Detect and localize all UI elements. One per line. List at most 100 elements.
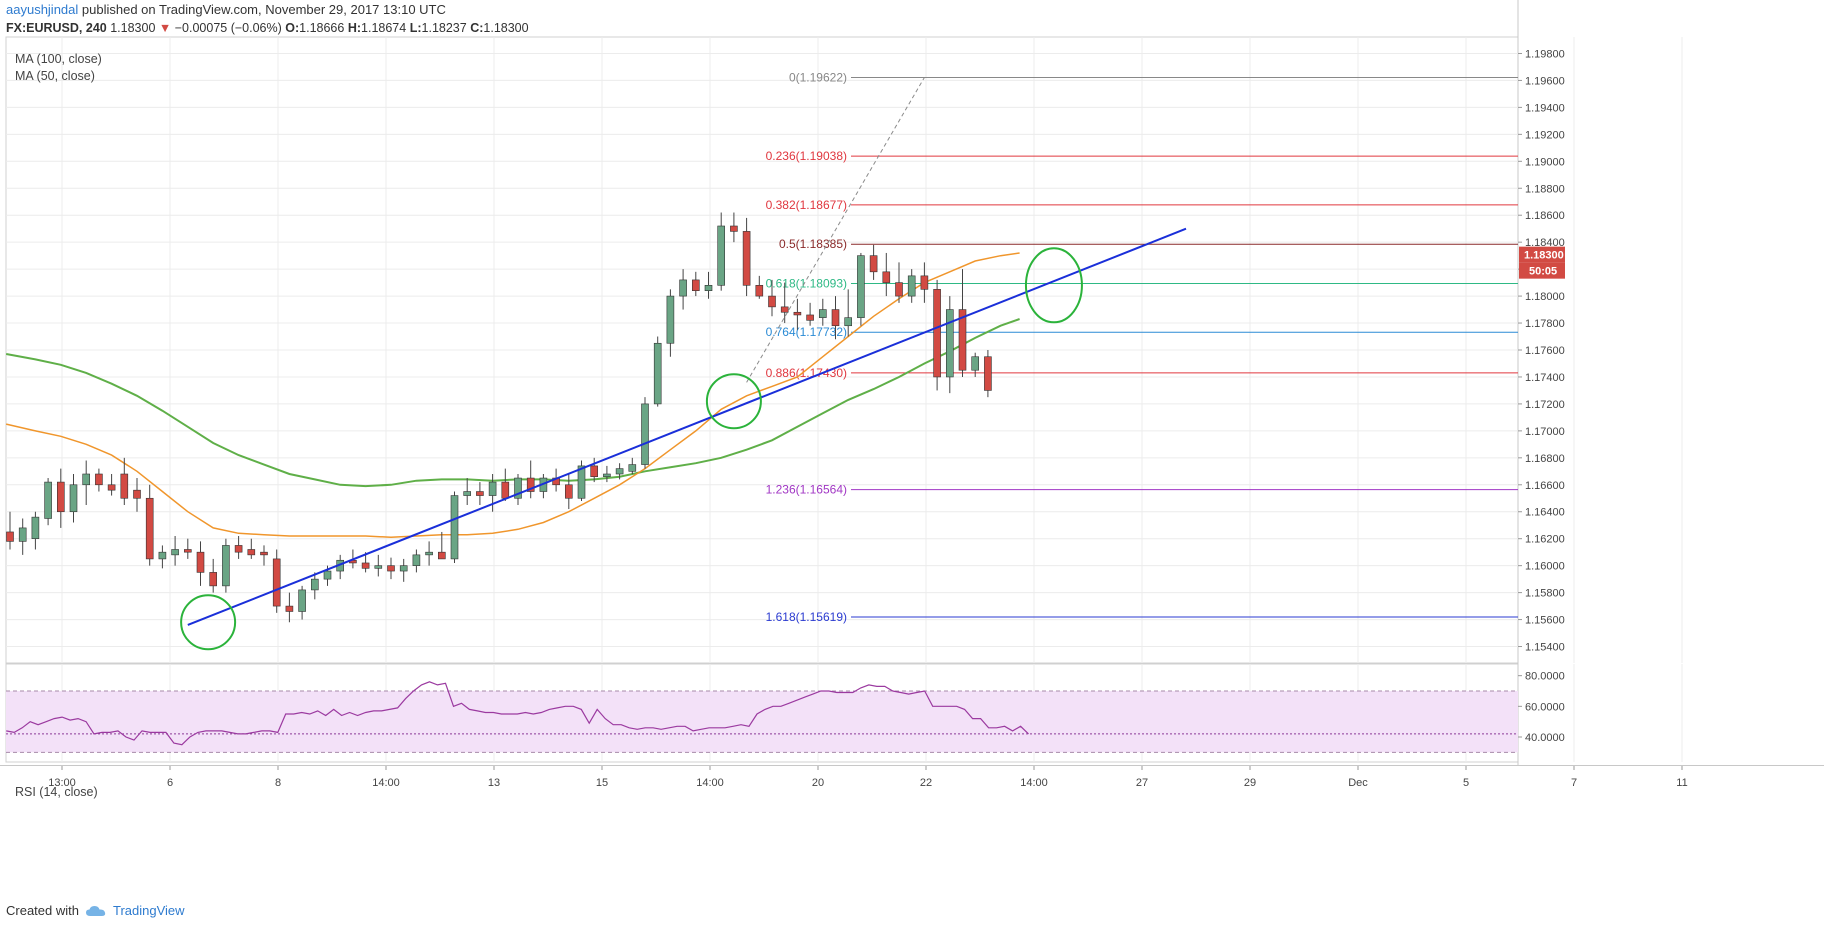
candle — [184, 538, 192, 559]
high-value: 1.18674 — [361, 21, 407, 35]
price-tick-label: 1.19000 — [1525, 156, 1565, 168]
fib-level-label: 0.764(1.17732) — [766, 325, 847, 339]
countdown-label: 50:05 — [1529, 266, 1557, 278]
username-link[interactable]: aayushjindal — [6, 2, 79, 17]
candle-body — [310, 578, 319, 591]
symbol-info: FX:EURUSD, 240 1.18300 ▼ −0.00075 (−0.06… — [6, 21, 529, 35]
candle — [793, 298, 802, 330]
candle — [285, 592, 294, 623]
fib-level-label: 0.618(1.18093) — [766, 277, 847, 291]
candle — [374, 554, 383, 577]
candle-body — [895, 282, 903, 297]
candle-body — [323, 570, 332, 580]
candle-body — [18, 527, 27, 542]
support-circle-current — [1024, 247, 1083, 324]
time-tick-label: 14:00 — [372, 777, 400, 789]
candle-body — [437, 551, 446, 560]
candle — [361, 552, 370, 573]
candle-body — [234, 545, 243, 553]
price-tick-label: 1.19200 — [1525, 129, 1565, 141]
tradingview-brand-link[interactable]: TradingView — [112, 903, 185, 918]
candle — [133, 478, 141, 512]
candle — [603, 465, 611, 483]
candle — [869, 244, 878, 280]
candle — [31, 511, 40, 550]
candle — [399, 558, 408, 582]
candle-body — [133, 489, 141, 499]
price-tick-label: 1.18000 — [1525, 291, 1565, 303]
candle-body — [869, 255, 878, 273]
candle-body — [641, 403, 649, 465]
ma50-legend[interactable]: MA (50, close) — [15, 69, 95, 83]
symbol-label[interactable]: FX:EURUSD, 240 — [6, 21, 107, 35]
price-tick-label: 1.19600 — [1525, 75, 1565, 87]
ma100-legend[interactable]: MA (100, close) — [15, 52, 102, 66]
candle — [107, 474, 116, 496]
price-tick-label: 1.16600 — [1525, 480, 1565, 492]
publish-info: aayushjindal published on TradingView.co… — [6, 2, 446, 17]
candle-body — [69, 484, 78, 513]
candle-body — [704, 285, 713, 291]
candle-body — [82, 473, 90, 486]
rsi-tick-label: 40.0000 — [1525, 732, 1565, 744]
time-tick-label: Dec — [1348, 777, 1368, 789]
candle — [818, 298, 827, 326]
candle-body — [298, 589, 306, 612]
candle — [945, 296, 954, 394]
candle — [463, 478, 472, 505]
candle — [666, 289, 675, 357]
candle-body — [653, 342, 662, 405]
candle-body — [615, 468, 624, 475]
candle-body — [196, 551, 205, 573]
candle-body — [844, 317, 853, 327]
candle-body — [920, 275, 929, 290]
rsi-pane-content — [6, 681, 1518, 753]
support-trendline — [187, 227, 1187, 626]
candle-body — [603, 473, 611, 477]
fib-level-label: 0.382(1.18677) — [766, 198, 847, 212]
candle — [222, 538, 230, 593]
price-tick-label: 1.15800 — [1525, 588, 1565, 600]
candle — [18, 518, 27, 555]
candle — [56, 468, 65, 528]
candle-body — [450, 495, 459, 560]
rsi-axis: 80.0000 60.0000 40.0000 — [1518, 671, 1565, 744]
candle-body — [793, 311, 802, 316]
candle — [412, 549, 421, 573]
candle — [69, 474, 78, 523]
price-tick-label: 1.19800 — [1525, 48, 1565, 60]
fib-level-label: 0.236(1.19038) — [766, 149, 847, 163]
candle-body — [628, 464, 637, 472]
candle — [717, 212, 726, 291]
rsi-legend[interactable]: RSI (14, close) — [15, 785, 98, 799]
candle — [907, 269, 916, 303]
candle — [730, 212, 738, 243]
candle — [691, 271, 700, 297]
candle — [514, 474, 522, 505]
candle-body — [272, 558, 281, 607]
rsi-line — [6, 681, 1029, 746]
time-tick-label: 8 — [275, 777, 281, 789]
candle-body — [107, 484, 116, 491]
low-label: L: — [409, 21, 422, 35]
candle — [780, 282, 789, 324]
candle — [488, 474, 497, 512]
candle — [895, 262, 903, 303]
open-value: 1.18666 — [299, 21, 345, 35]
price-tick-label: 1.17000 — [1525, 426, 1565, 438]
candle — [260, 545, 268, 566]
candle — [209, 558, 217, 593]
time-tick-label: 15 — [596, 777, 608, 789]
candle-body — [184, 549, 192, 553]
candle-body — [285, 605, 294, 612]
candle-body — [526, 477, 535, 492]
candle — [704, 271, 713, 299]
time-tick-label: 11 — [1676, 777, 1687, 789]
candle — [628, 457, 637, 474]
price-tick-label: 1.17200 — [1525, 399, 1565, 411]
candle — [234, 536, 243, 559]
candle-body — [806, 314, 814, 321]
fib-level-label: 0(1.19622) — [789, 70, 847, 84]
